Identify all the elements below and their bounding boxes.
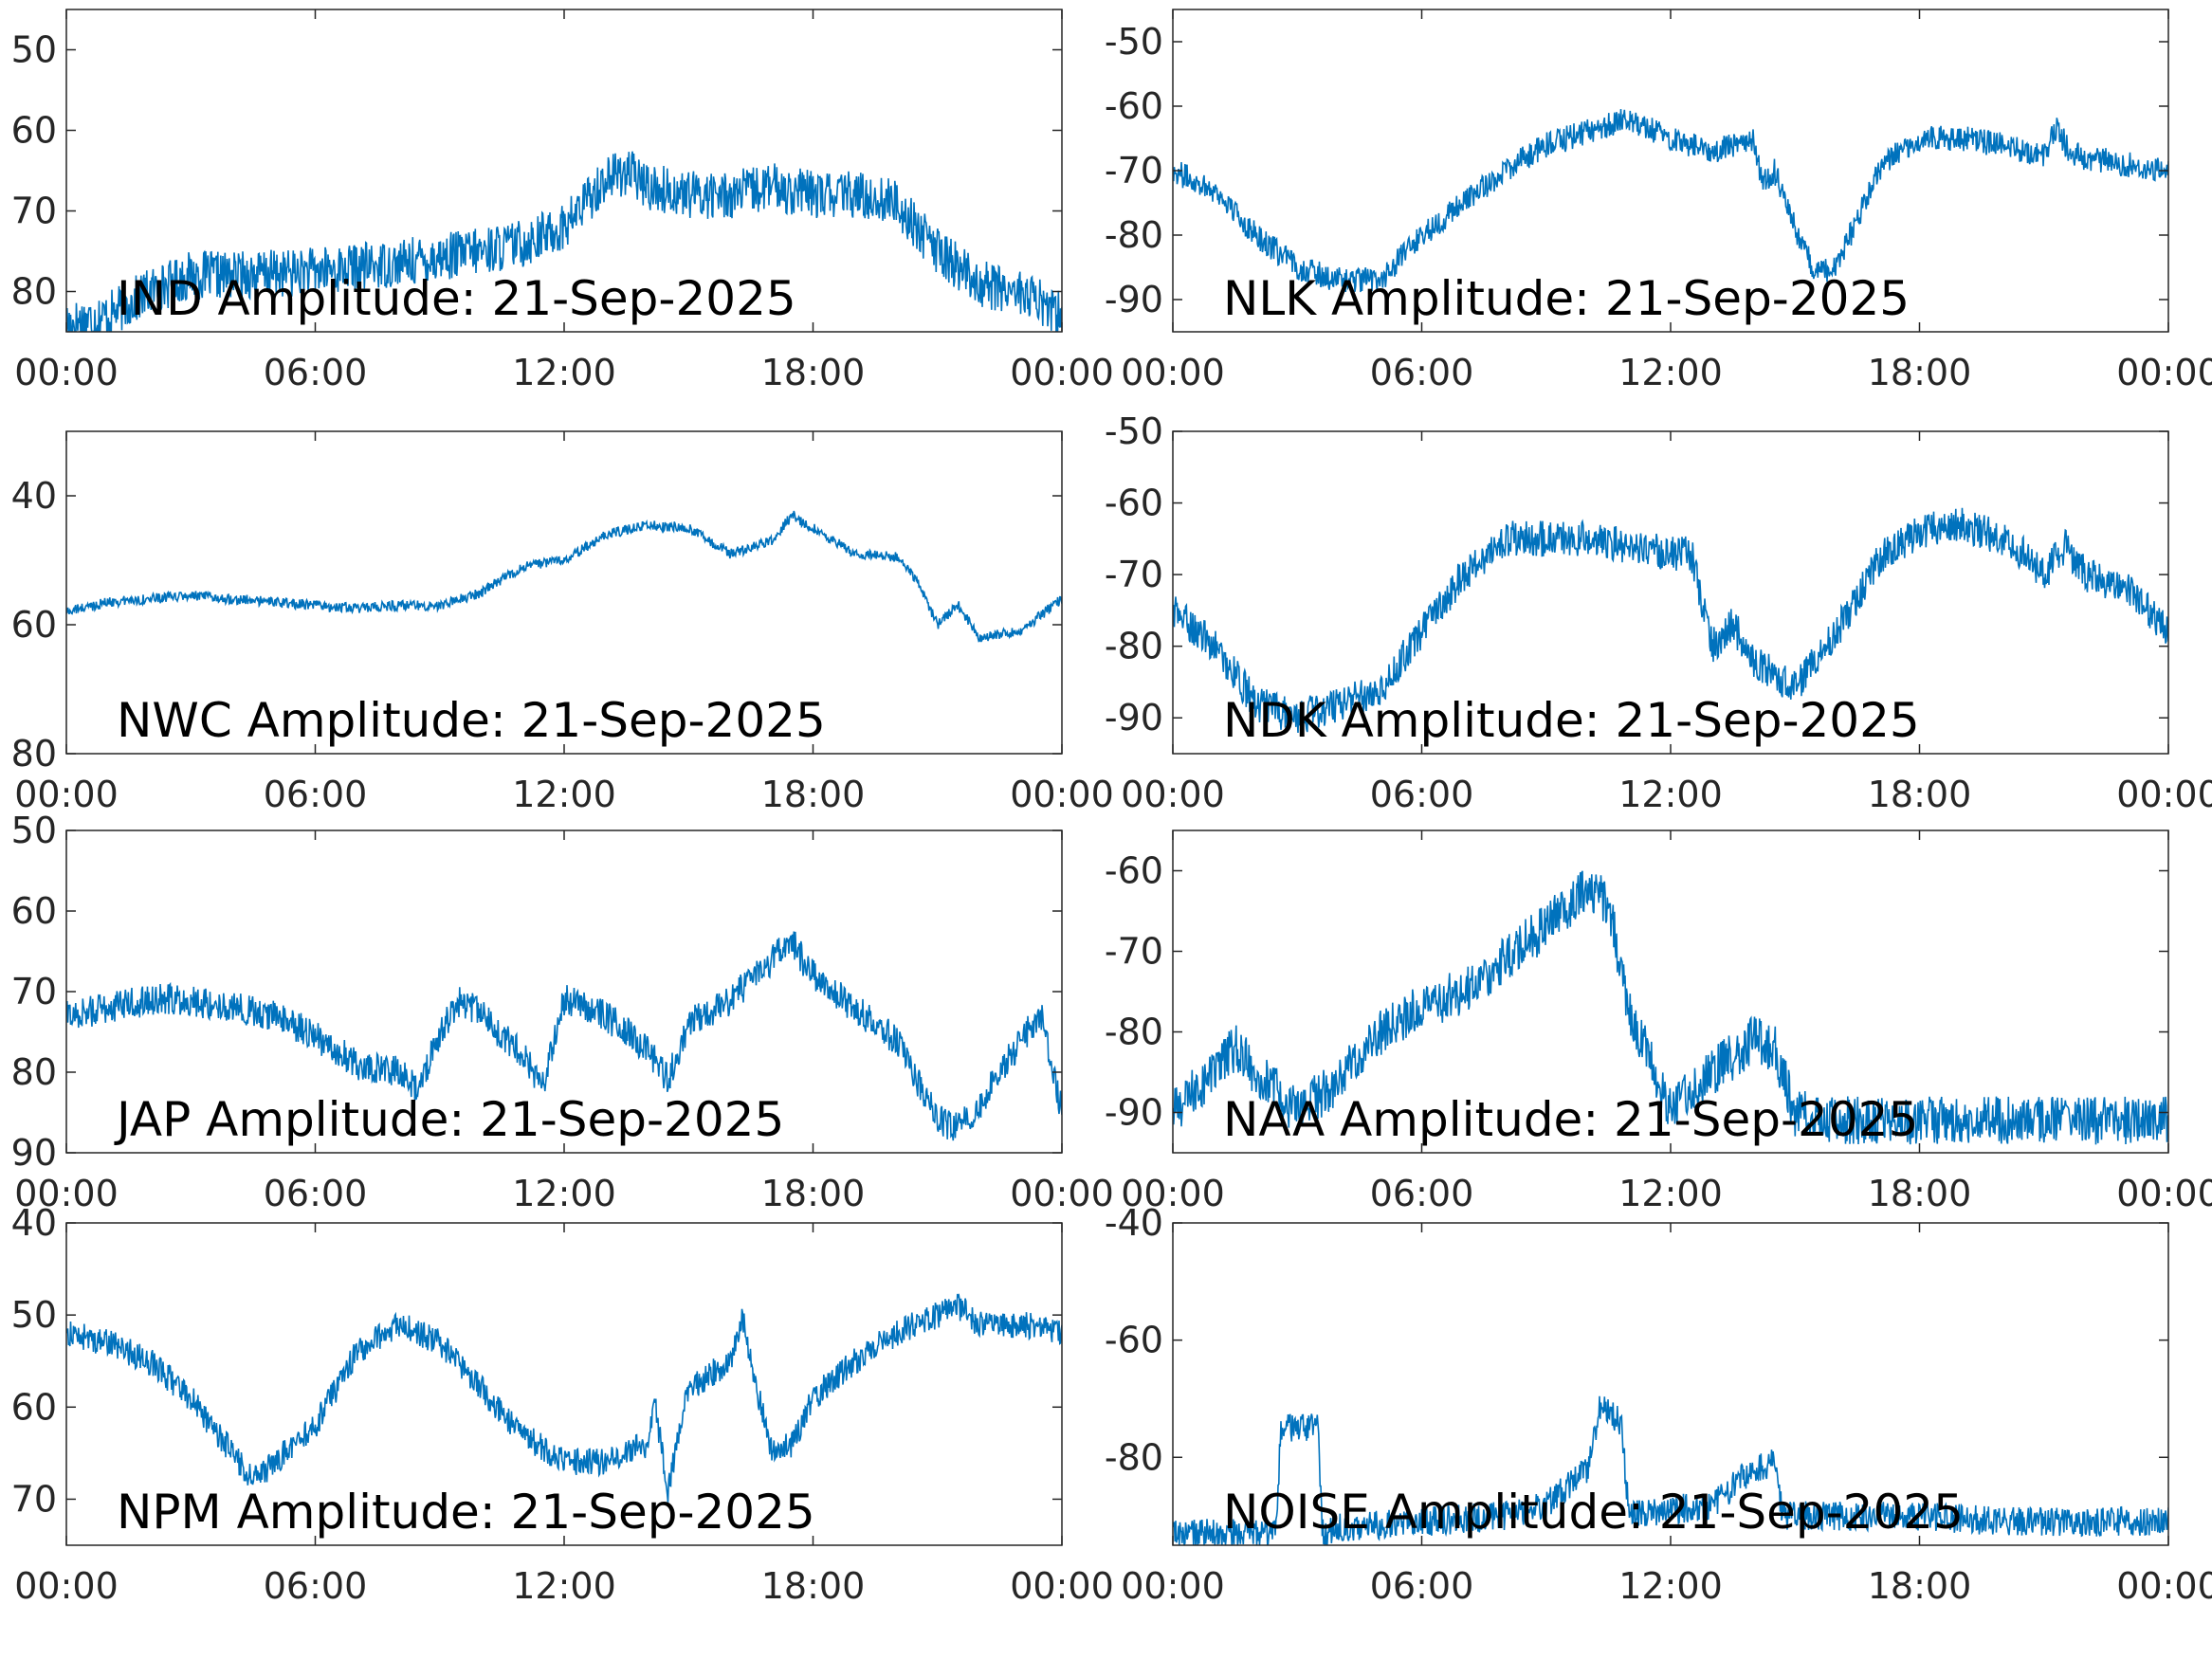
- panel-title: NPM Amplitude: 21-Sep-2025: [117, 1485, 815, 1540]
- x-tick-label: 12:00: [1618, 352, 1723, 393]
- x-tick-label: 18:00: [1868, 774, 1972, 815]
- panel-title: JAP Amplitude: 21-Sep-2025: [114, 1092, 784, 1147]
- x-tick-label: 00:00: [2116, 352, 2212, 393]
- x-tick-label: 00:00: [2116, 774, 2212, 815]
- y-tick-label: 50: [11, 1294, 57, 1336]
- panel-title: NLK Amplitude: 21-Sep-2025: [1223, 271, 1910, 326]
- x-tick-label: 18:00: [761, 1565, 866, 1607]
- y-tick-label: -60: [1105, 85, 1163, 127]
- x-tick-label: 12:00: [1618, 1565, 1723, 1607]
- x-tick-label: 18:00: [761, 1173, 866, 1214]
- series-line: [66, 1293, 1062, 1503]
- x-tick-label: 06:00: [264, 774, 368, 815]
- series-line: [1173, 507, 2168, 734]
- panel-title: NWC Amplitude: 21-Sep-2025: [117, 693, 826, 748]
- y-tick-label: -70: [1105, 931, 1163, 973]
- y-tick-label: 40: [11, 1202, 57, 1244]
- x-tick-label: 06:00: [264, 1173, 368, 1214]
- panel-title: IND Amplitude: 21-Sep-2025: [117, 271, 796, 326]
- x-tick-label: 00:00: [1010, 1173, 1114, 1214]
- x-tick-label: 12:00: [512, 352, 616, 393]
- x-tick-label: 18:00: [761, 774, 866, 815]
- series-line: [1173, 109, 2168, 293]
- series-line: [66, 151, 1062, 332]
- y-tick-label: 70: [11, 1478, 57, 1520]
- x-tick-label: 06:00: [1370, 1565, 1474, 1607]
- x-tick-label: 06:00: [264, 1565, 368, 1607]
- panel-ndk: 00:00 06:00 12:00 18:00 00:00 -50 -60 -70 -80 -90…: [1105, 410, 2212, 815]
- x-tick-label: 18:00: [1868, 352, 1972, 393]
- y-tick-label: -40: [1105, 1202, 1163, 1244]
- x-tick-label: 06:00: [1370, 1173, 1474, 1214]
- y-tick-label: -60: [1105, 483, 1163, 524]
- x-tick-label: 18:00: [1868, 1173, 1972, 1214]
- y-tick-label: -80: [1105, 1436, 1163, 1478]
- y-tick-label: 50: [11, 810, 57, 851]
- y-tick-label: 60: [11, 890, 57, 932]
- x-tick-label: 00:00: [14, 352, 119, 393]
- panel-title: NOISE Amplitude: 21-Sep-2025: [1223, 1485, 1964, 1540]
- series-line: [66, 510, 1062, 643]
- y-tick-label: -80: [1105, 626, 1163, 667]
- panel-title: NDK Amplitude: 21-Sep-2025: [1223, 693, 1920, 748]
- y-tick-label: -70: [1105, 150, 1163, 191]
- x-tick-label: 00:00: [1121, 774, 1225, 815]
- panel-naa: 00:00 06:00 12:00 18:00 00:00 -60 -70 -80 -90 NAA…: [1105, 830, 2212, 1214]
- y-tick-label: 60: [11, 110, 57, 152]
- x-tick-label: 00:00: [1010, 1565, 1114, 1607]
- x-tick-label: 00:00: [1121, 1173, 1225, 1214]
- y-tick-label: 90: [11, 1132, 57, 1174]
- x-tick-label: 06:00: [1370, 352, 1474, 393]
- panel-jap: 00:00 06:00 12:00 18:00 00:00 50 60 70 80 90 JAP A…: [11, 810, 1114, 1214]
- y-tick-label: 70: [11, 971, 57, 1012]
- x-tick-label: 18:00: [1868, 1565, 1972, 1607]
- y-tick-label: -80: [1105, 1012, 1163, 1053]
- y-tick-label: -90: [1105, 1092, 1163, 1134]
- x-tick-label: 06:00: [264, 352, 368, 393]
- y-tick-label: -70: [1105, 554, 1163, 595]
- y-tick-label: 50: [11, 29, 57, 71]
- x-tick-label: 00:00: [2116, 1173, 2212, 1214]
- y-tick-label: -50: [1105, 410, 1163, 452]
- y-tick-label: -60: [1105, 1320, 1163, 1361]
- y-tick-label: 80: [11, 733, 57, 775]
- y-tick-label: -90: [1105, 697, 1163, 738]
- x-tick-label: 12:00: [512, 1173, 616, 1214]
- x-tick-label: 00:00: [1010, 774, 1114, 815]
- panel-title: NAA Amplitude: 21-Sep-2025: [1223, 1092, 1918, 1147]
- series-line: [66, 931, 1062, 1141]
- x-tick-label: 18:00: [761, 352, 866, 393]
- y-tick-label: 70: [11, 191, 57, 232]
- x-tick-label: 00:00: [1121, 352, 1225, 393]
- x-tick-label: 00:00: [2116, 1565, 2212, 1607]
- y-tick-label: 80: [11, 1051, 57, 1093]
- y-tick-label: -50: [1105, 21, 1163, 63]
- y-tick-label: -60: [1105, 850, 1163, 892]
- x-tick-label: 06:00: [1370, 774, 1474, 815]
- y-tick-label: 60: [11, 1386, 57, 1428]
- y-tick-label: -90: [1105, 279, 1163, 320]
- x-tick-label: 00:00: [14, 774, 119, 815]
- x-tick-label: 12:00: [1618, 774, 1723, 815]
- y-tick-label: 40: [11, 475, 57, 517]
- x-tick-label: 12:00: [512, 1565, 616, 1607]
- panel-nwc: 00:00 06:00 12:00 18:00 00:00 40 60 80 NWC Ampli…: [11, 430, 1114, 815]
- x-tick-label: 00:00: [14, 1173, 119, 1214]
- x-tick-label: 00:00: [14, 1565, 119, 1607]
- series-line: [1173, 1395, 2168, 1545]
- x-tick-label: 00:00: [1121, 1565, 1225, 1607]
- y-tick-label: 80: [11, 271, 57, 313]
- y-tick-label: 60: [11, 604, 57, 646]
- series-line: [1173, 870, 2168, 1145]
- y-tick-label: -80: [1105, 214, 1163, 256]
- x-tick-label: 12:00: [512, 774, 616, 815]
- panel-npm: 00:00 06:00 12:00 18:00 00:00 40 50 60 70 NPM Amp…: [11, 1202, 1114, 1607]
- x-tick-label: 12:00: [1618, 1173, 1723, 1214]
- x-tick-label: 00:00: [1010, 352, 1114, 393]
- panel-ind: 00:00 06:00 12:00 18:00 00:00 50 60 70 80 IND Amp…: [11, 9, 1114, 393]
- panel-nlk: 00:00 06:00 12:00 18:00 00:00 -50 -60 -70 -80 -90…: [1105, 9, 2212, 393]
- panel-noise: 00:00 06:00 12:00 18:00 00:00 -40 -60 -80 NOISE …: [1105, 1202, 2212, 1607]
